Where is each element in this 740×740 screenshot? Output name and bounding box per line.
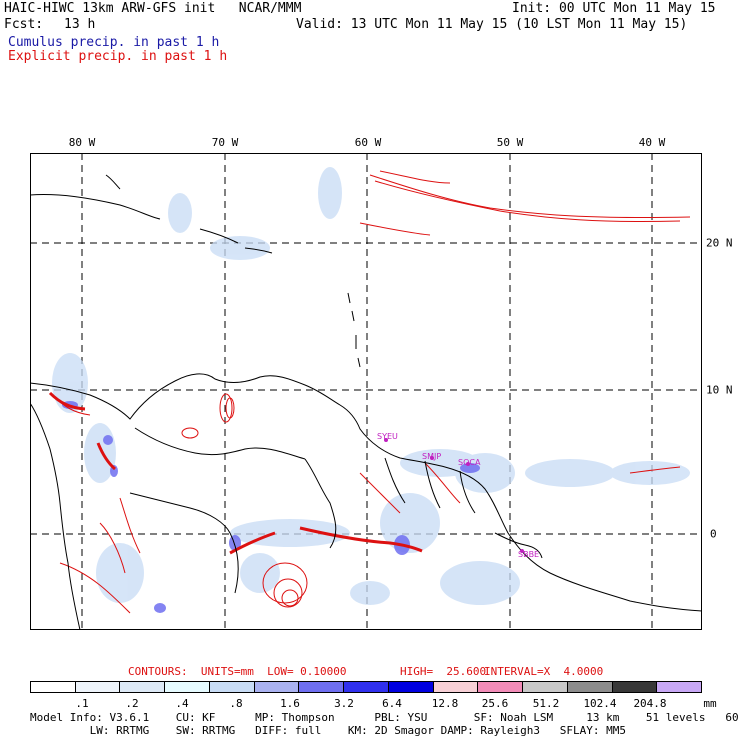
station-label-smjp: SMJP xyxy=(422,452,442,461)
contours-info: CONTOURS: UNITS=mm LOW= 0.10000 xyxy=(128,665,347,678)
colorbar-cell xyxy=(299,682,345,692)
valid-time: Valid: 13 UTC Mon 11 May 15 (10 LST Mon … xyxy=(296,17,688,32)
lon-label-40w: 40 W xyxy=(638,136,666,149)
colorbar-cell xyxy=(478,682,524,692)
explicit-precip-bands xyxy=(48,391,423,555)
fcst-value: 13 h xyxy=(64,17,96,32)
colorbar-tick: 204.8 xyxy=(633,697,667,710)
colorbar-cell xyxy=(523,682,568,692)
colorbar-cell xyxy=(120,682,166,692)
colorbar-cell xyxy=(254,682,300,692)
lon-label-60w: 60 W xyxy=(354,136,382,149)
colorbar-tick: .8 xyxy=(229,697,243,710)
lat-lon-grid xyxy=(30,153,702,630)
colorbar-tick: .2 xyxy=(125,697,139,710)
colorbar-cell xyxy=(75,682,121,692)
fcst-label: Fcst: xyxy=(4,17,44,32)
contours-high: HIGH= 25.600 xyxy=(400,665,487,678)
colorbar-cell xyxy=(31,682,76,692)
colorbar-cell xyxy=(209,682,255,692)
plot-title: HAIC-HIWC 13km ARW-GFS init NCAR/MMM xyxy=(4,1,302,16)
precip-map xyxy=(30,153,702,630)
lon-label-70w: 70 W xyxy=(211,136,239,149)
lon-label-50w: 50 W xyxy=(496,136,524,149)
colorbar-tick: 102.4 xyxy=(583,697,617,710)
lat-label-10n: 10 N xyxy=(706,383,733,397)
lat-label-20n: 20 N xyxy=(706,236,733,250)
cumulus-precip-light xyxy=(52,167,690,605)
colorbar-tick: 51.2 xyxy=(532,697,560,710)
colorbar-cell xyxy=(567,682,613,692)
colorbar-cell xyxy=(165,682,210,692)
station-label-soca: SOCA xyxy=(458,458,481,467)
contours-interval: INTERVAL=X 4.0000 xyxy=(484,665,604,678)
map-frame xyxy=(30,153,702,630)
explicit-legend: Explicit precip. in past 1 h xyxy=(8,49,228,64)
explicit-precip-contours xyxy=(49,170,691,614)
colorbar-units: mm xyxy=(703,697,717,710)
model-info-line1: Model Info: V3.6.1 CU: KF MP: Thompson P… xyxy=(30,711,740,724)
colorbar-tick: .4 xyxy=(175,697,189,710)
colorbar-tick: .1 xyxy=(75,697,89,710)
colorbar xyxy=(30,681,702,693)
colorbar-tick: 12.8 xyxy=(431,697,459,710)
model-info-line2: LW: RRTMG SW: RRTMG DIFF: full KM: 2D Sm… xyxy=(30,724,627,737)
cumulus-legend: Cumulus precip. in past 1 h xyxy=(8,35,220,50)
colorbar-cell xyxy=(388,682,434,692)
colorbar-tick: 3.2 xyxy=(334,697,354,710)
station-label-syeu: SYEU xyxy=(377,432,398,441)
colorbar-cell xyxy=(657,682,702,692)
colorbar-tick: 1.6 xyxy=(280,697,300,710)
colorbar-cell xyxy=(612,682,658,692)
colorbar-cell xyxy=(433,682,479,692)
colorbar-tick: 6.4 xyxy=(382,697,402,710)
lat-label-eq: 0 xyxy=(710,527,717,541)
colorbar-cell xyxy=(344,682,389,692)
station-dots xyxy=(384,438,524,553)
colorbar-tick: 25.6 xyxy=(481,697,509,710)
station-label-sbbe: SBBE xyxy=(518,550,540,559)
lon-label-80w: 80 W xyxy=(68,136,96,149)
init-time: Init: 00 UTC Mon 11 May 15 xyxy=(512,1,716,16)
coastlines xyxy=(30,174,702,630)
